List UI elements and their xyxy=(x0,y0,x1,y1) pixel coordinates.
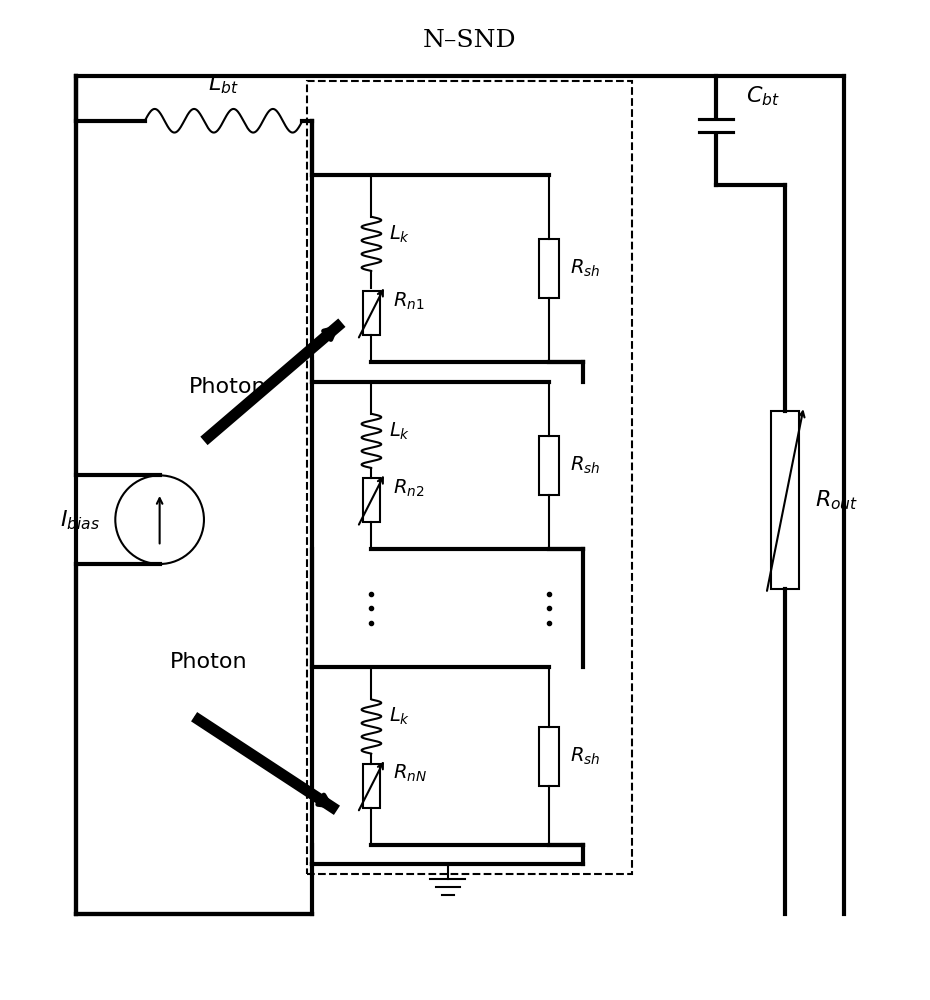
Text: Photon: Photon xyxy=(169,652,247,672)
Bar xyxy=(538,727,559,786)
Text: $L_k$: $L_k$ xyxy=(389,420,410,442)
Text: $L_k$: $L_k$ xyxy=(389,223,410,245)
Text: $R_{sh}$: $R_{sh}$ xyxy=(570,455,601,476)
Text: $R_{n1}$: $R_{n1}$ xyxy=(393,290,425,312)
Text: $R_{sh}$: $R_{sh}$ xyxy=(570,745,601,767)
Text: $L_k$: $L_k$ xyxy=(389,706,410,727)
Bar xyxy=(363,291,380,335)
Bar xyxy=(538,239,559,298)
Text: $I_{bias}$: $I_{bias}$ xyxy=(60,508,100,532)
Bar xyxy=(538,436,559,495)
Text: N–SND: N–SND xyxy=(423,29,517,52)
Bar xyxy=(363,764,380,808)
Text: $C_{bt}$: $C_{bt}$ xyxy=(746,84,779,108)
Text: $R_{nN}$: $R_{nN}$ xyxy=(393,763,427,784)
Text: $R_{sh}$: $R_{sh}$ xyxy=(570,258,601,279)
Bar xyxy=(363,478,380,522)
Text: $R_{n2}$: $R_{n2}$ xyxy=(393,478,424,499)
Text: Photon: Photon xyxy=(189,377,267,397)
Text: $R_{out}$: $R_{out}$ xyxy=(815,488,858,512)
Text: $L_{bt}$: $L_{bt}$ xyxy=(208,73,239,96)
Bar xyxy=(771,411,799,589)
